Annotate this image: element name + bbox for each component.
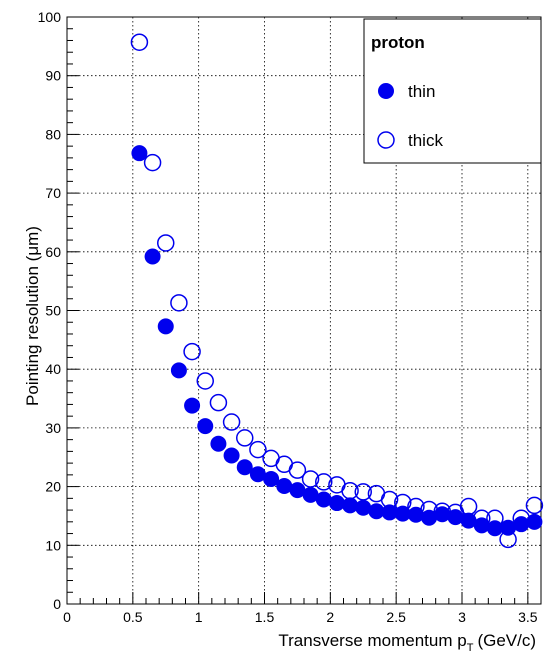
data-point-thin xyxy=(381,504,398,521)
data-point-thick xyxy=(249,440,267,459)
x-axis-title-unit: (GeV/c) xyxy=(477,631,536,650)
data-point-thick xyxy=(143,153,162,172)
data-point-thick xyxy=(473,509,491,528)
data-point-thick xyxy=(315,473,333,491)
y-tick-label: 60 xyxy=(45,244,61,260)
y-tick-label: 10 xyxy=(45,537,61,553)
data-point-thin xyxy=(342,497,359,514)
y-tick-label: 70 xyxy=(45,185,61,201)
x-tick-label: 1.5 xyxy=(255,609,275,625)
data-point-thin xyxy=(236,459,253,476)
data-point-thin xyxy=(460,512,477,529)
data-point-thick xyxy=(380,490,399,509)
x-axis-title-main: Transverse momentum p xyxy=(278,631,466,650)
legend-marker-thick xyxy=(377,131,395,149)
data-point-thin xyxy=(315,491,332,508)
data-point-thin xyxy=(473,517,490,534)
legend-title: proton xyxy=(371,33,425,52)
x-axis-title-subscript: T xyxy=(467,642,474,654)
data-point-thin xyxy=(223,447,240,464)
y-tick-label: 90 xyxy=(45,68,61,84)
data-point-thin xyxy=(355,499,372,516)
data-point-thick xyxy=(459,497,478,516)
data-point-thin xyxy=(184,397,201,414)
axis-ticks xyxy=(66,16,529,605)
data-point-thin xyxy=(328,495,345,512)
y-tick-label: 40 xyxy=(45,361,61,377)
data-point-thick xyxy=(407,497,425,516)
x-tick-label: 2.5 xyxy=(386,609,406,625)
data-point-thick xyxy=(288,461,307,479)
legend-label-thick: thick xyxy=(408,131,443,150)
data-point-thin xyxy=(263,470,280,487)
data-point-thin xyxy=(197,418,214,435)
data-point-thin xyxy=(131,145,148,162)
series-thick xyxy=(130,33,544,549)
data-point-thick xyxy=(209,393,228,412)
data-point-thick xyxy=(183,342,201,361)
legend: proton thin thick xyxy=(363,18,542,164)
data-point-thick xyxy=(525,496,544,515)
data-point-thick xyxy=(486,509,504,528)
x-tick-label: 0.5 xyxy=(123,609,143,625)
y-axis-title: Pointing resolution (μm) xyxy=(23,226,42,406)
x-tick-label: 3.5 xyxy=(518,609,538,625)
data-point-thin xyxy=(170,362,187,379)
data-point-thick xyxy=(222,413,241,431)
data-point-thin xyxy=(302,486,319,503)
data-point-thin xyxy=(289,482,306,499)
x-tick-label: 1 xyxy=(195,609,203,625)
data-point-thick xyxy=(499,530,517,549)
series-thin xyxy=(131,145,543,537)
data-point-thick xyxy=(301,470,320,488)
x-tick-label: 0 xyxy=(63,609,71,625)
data-point-thick xyxy=(512,509,530,528)
legend-label-thin: thin xyxy=(408,82,435,101)
data-point-thin xyxy=(526,513,543,530)
data-point-thin xyxy=(210,435,227,452)
data-point-thin xyxy=(447,509,464,526)
y-tick-label: 30 xyxy=(45,420,61,436)
data-point-thick xyxy=(341,481,359,500)
y-tick-label: 80 xyxy=(45,126,61,142)
data-point-thin xyxy=(144,248,161,265)
data-point-thick xyxy=(157,234,175,252)
data-point-thin xyxy=(157,318,174,335)
data-point-thick xyxy=(130,33,149,51)
tick-labels: 0 0.5 1 1.5 2 2.5 3 3.5 0 10 20 30 40 50 60 70 80 90 100 xyxy=(38,9,538,625)
series-layer xyxy=(130,33,544,549)
x-tick-label: 2 xyxy=(326,609,334,625)
legend-marker-thin xyxy=(378,83,394,99)
y-tick-label: 20 xyxy=(45,479,61,495)
x-tick-label: 3 xyxy=(458,609,466,625)
y-tick-label: 50 xyxy=(45,303,61,319)
data-point-thick xyxy=(420,500,438,519)
data-point-thin xyxy=(368,503,385,520)
data-point-thick xyxy=(196,372,214,390)
y-tick-label: 0 xyxy=(53,596,61,612)
data-point-thin xyxy=(486,520,503,537)
data-point-thin xyxy=(513,516,530,533)
data-point-thin xyxy=(249,466,266,483)
data-point-thick xyxy=(236,429,254,447)
data-point-thick xyxy=(170,294,188,312)
data-point-thick xyxy=(394,493,412,512)
x-axis-title: Transverse momentum pT (GeV/c) xyxy=(278,631,536,654)
data-point-thick xyxy=(354,483,372,501)
data-point-thin xyxy=(276,478,293,495)
data-point-thick xyxy=(433,502,451,521)
y-tick-label: 100 xyxy=(38,9,62,25)
